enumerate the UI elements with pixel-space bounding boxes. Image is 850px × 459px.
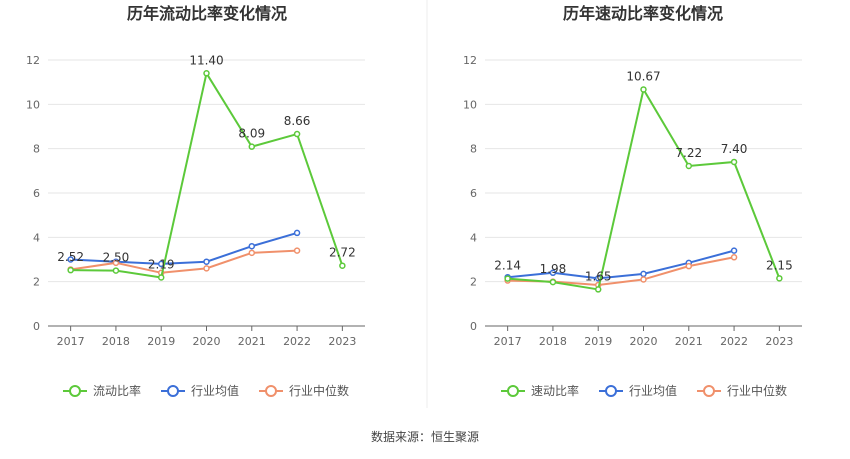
data-point: [293, 229, 301, 237]
legend-label: 速动比率: [531, 383, 579, 398]
data-label: 10.67: [626, 69, 660, 83]
y-tick-label: 8: [33, 143, 40, 156]
data-point: [203, 70, 210, 77]
y-tick-label: 6: [33, 187, 40, 200]
data-point: [730, 254, 738, 261]
y-tick-label: 10: [463, 98, 477, 111]
data-point: [549, 278, 557, 286]
data-point: [504, 275, 511, 282]
data-label: 11.40: [189, 53, 223, 67]
x-tick-label: 2022: [283, 335, 311, 348]
x-tick-label: 2018: [539, 335, 567, 348]
x-tick-label: 2023: [328, 335, 356, 348]
data-label: 2.14: [494, 259, 521, 273]
data-point: [549, 269, 557, 277]
chart-title: 历年流动比率变化情况: [127, 4, 287, 23]
legend-label: 行业中位数: [727, 383, 787, 398]
legend-item[interactable]: 速动比率: [501, 383, 579, 398]
y-tick-label: 4: [470, 231, 477, 244]
x-tick-label: 2017: [494, 335, 522, 348]
series-line: [70, 231, 298, 265]
data-point: [730, 158, 738, 166]
legend-label: 行业均值: [191, 383, 239, 398]
data-label: 8.66: [284, 114, 311, 128]
x-tick-label: 2021: [238, 335, 266, 348]
legend-marker-icon: [703, 385, 715, 397]
x-tick-label: 2017: [57, 335, 85, 348]
legend-marker-icon: [167, 385, 179, 397]
data-point: [293, 130, 301, 138]
data-point: [67, 256, 74, 263]
x-tick-label: 2022: [720, 335, 748, 348]
data-point: [685, 262, 693, 270]
legend-label: 流动比率: [93, 383, 141, 398]
legend-marker-icon: [265, 385, 277, 397]
y-tick-label: 4: [33, 231, 40, 244]
legend-label: 行业中位数: [289, 383, 349, 398]
data-point: [339, 262, 346, 269]
series-line: [507, 86, 781, 291]
series-line: [507, 249, 735, 280]
charts-canvas: 历年流动比率变化情况 0 2 4 6 8 10 12 2017 2018 2019 2020 2021 2…: [26, 0, 802, 408]
data-point: [776, 275, 783, 282]
x-tick-label: 2023: [765, 335, 793, 348]
x-tick-label: 2019: [147, 335, 175, 348]
x-tick-label: 2020: [193, 335, 221, 348]
data-point: [203, 258, 210, 265]
chart-panel-2: 历年速动比率变化情况 0 2 4 6 8 10 12 2017 2018 2019 2020 2021 2…: [463, 4, 802, 398]
legend-item[interactable]: 行业中位数: [259, 383, 349, 398]
y-tick-label: 10: [26, 98, 40, 111]
y-tick-label: 12: [26, 54, 40, 67]
data-label: 1.98: [540, 262, 567, 276]
data-point: [248, 242, 256, 250]
data-label: 7.22: [675, 146, 702, 160]
legend-label: 行业均值: [629, 383, 677, 398]
legend-marker-icon: [69, 385, 81, 397]
series-line: [70, 249, 298, 274]
data-point: [730, 247, 738, 254]
data-label: 7.40: [721, 142, 748, 156]
data-source-footer: 数据来源：恒生聚源: [370, 430, 479, 444]
data-point: [248, 249, 256, 257]
data-point: [640, 270, 647, 278]
y-tick-label: 2: [33, 276, 40, 289]
data-point: [112, 259, 120, 267]
data-point: [203, 265, 210, 272]
legend-item[interactable]: 行业中位数: [697, 383, 787, 398]
x-tick-label: 2020: [630, 335, 658, 348]
data-point: [293, 247, 301, 254]
legend-item[interactable]: 流动比率: [63, 383, 141, 398]
data-label: 1.65: [585, 269, 612, 283]
y-tick-label: 8: [470, 143, 477, 156]
x-tick-label: 2021: [675, 335, 703, 348]
data-label: 2.19: [148, 257, 175, 271]
y-tick-label: 0: [470, 320, 477, 333]
legend-item[interactable]: 行业均值: [599, 383, 677, 398]
data-point: [67, 266, 74, 274]
y-tick-label: 6: [470, 187, 477, 200]
legend-item[interactable]: 行业均值: [161, 383, 239, 398]
y-tick-label: 12: [463, 54, 477, 67]
x-tick-label: 2019: [584, 335, 612, 348]
data-point: [594, 286, 602, 293]
data-label: 2.52: [57, 250, 84, 264]
data-label: 2.15: [766, 258, 793, 272]
data-point: [112, 267, 120, 274]
chart-panel-1: 历年流动比率变化情况 0 2 4 6 8 10 12 2017 2018 2019 2020 2021 2…: [26, 4, 365, 398]
y-tick-label: 2: [470, 276, 477, 289]
legend-marker-icon: [605, 385, 617, 397]
data-point: [640, 276, 647, 283]
data-point: [640, 86, 647, 93]
chart-title: 历年速动比率变化情况: [563, 4, 723, 23]
x-tick-label: 2018: [102, 335, 130, 348]
data-label: 2.50: [103, 251, 130, 265]
legend-marker-icon: [507, 385, 519, 397]
y-tick-label: 0: [33, 320, 40, 333]
data-label: 8.09: [238, 127, 265, 141]
data-point: [248, 143, 256, 150]
data-point: [157, 274, 165, 281]
data-label: 2.72: [329, 246, 356, 260]
data-point: [685, 162, 693, 170]
